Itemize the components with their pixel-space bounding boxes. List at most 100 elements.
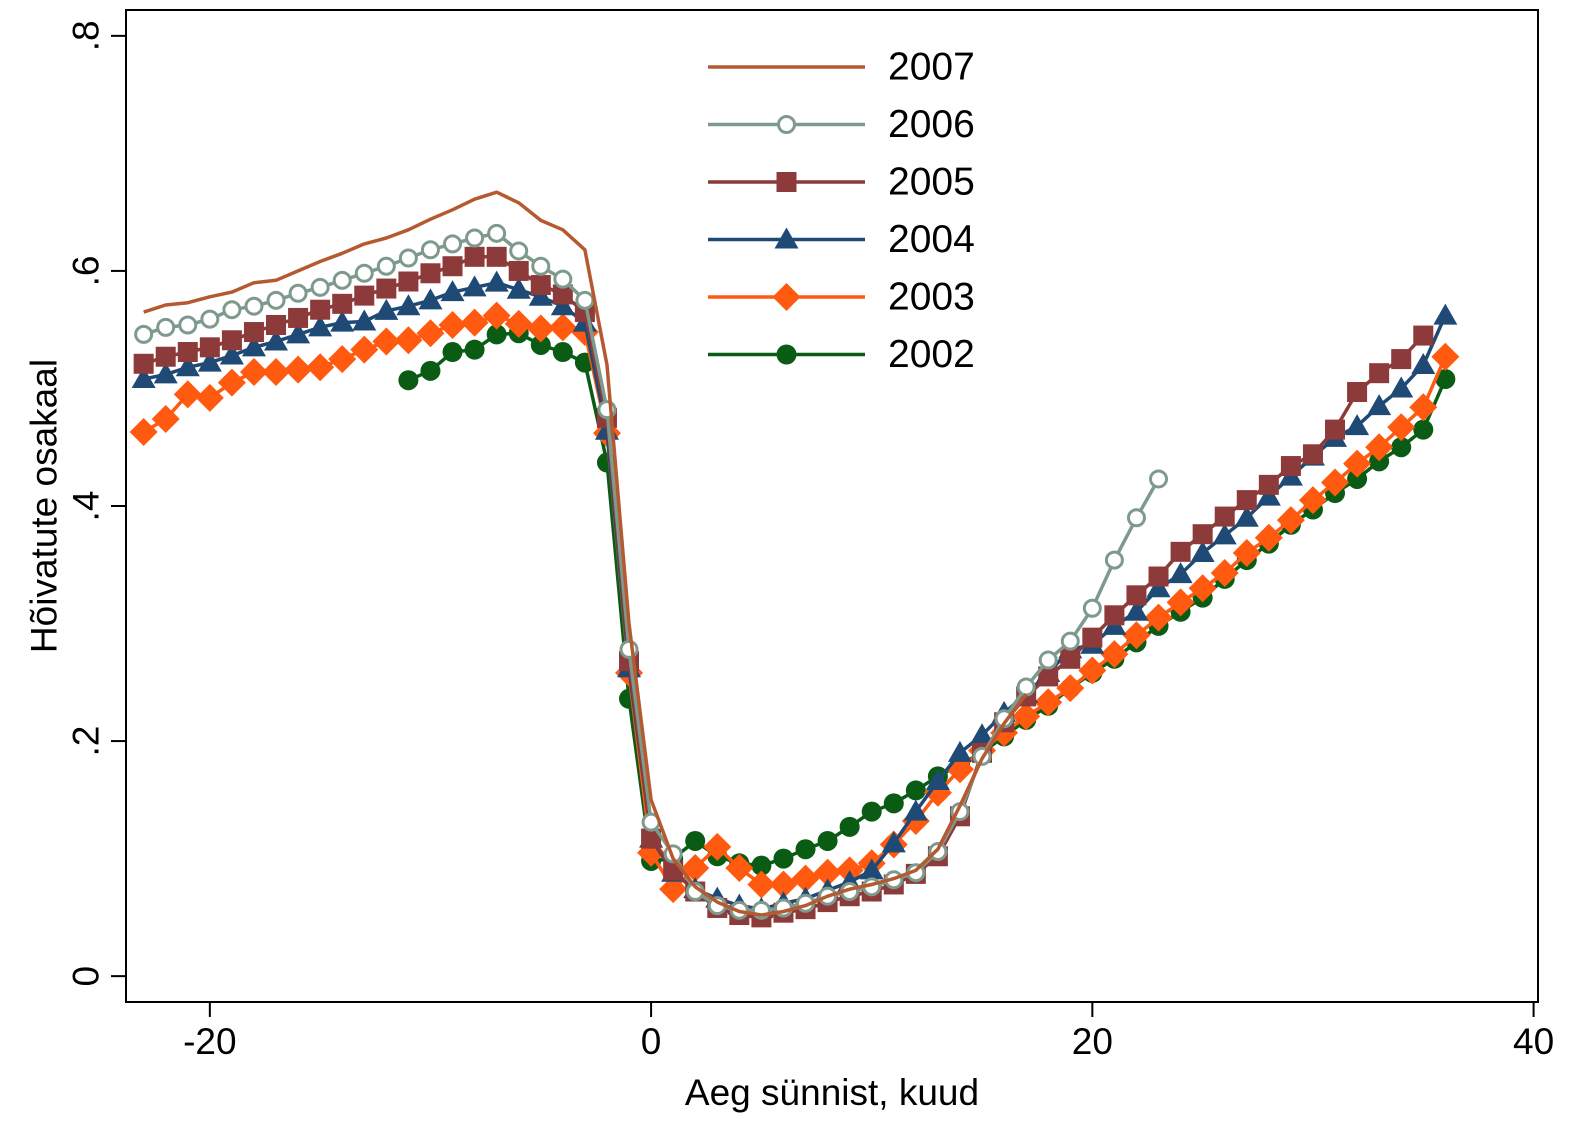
- data-point-2003: [262, 358, 291, 387]
- data-point-2004: [484, 270, 509, 292]
- data-point-2005: [1280, 456, 1301, 477]
- data-point-2002: [530, 334, 551, 355]
- data-point-2003: [416, 319, 445, 348]
- data-point-2006: [443, 234, 463, 254]
- data-point-2005: [1170, 541, 1191, 562]
- data-point-2004: [330, 310, 355, 332]
- data-point-2005: [398, 271, 419, 292]
- data-point-2006: [1104, 550, 1124, 570]
- data-point-2006: [288, 283, 308, 303]
- data-point-2004: [550, 294, 575, 316]
- data-point-2005: [1126, 585, 1147, 606]
- data-point-2002: [1435, 369, 1456, 390]
- data-point-2006: [1038, 650, 1058, 670]
- data-point-2004: [506, 277, 531, 299]
- data-point-2006: [332, 270, 352, 290]
- data-point-2003: [1144, 603, 1173, 632]
- series-line-2004: [143, 280, 1447, 911]
- legend-marker-2002: [776, 344, 797, 365]
- data-point-2004: [859, 858, 884, 880]
- data-point-2003: [328, 345, 357, 374]
- data-point-2003: [438, 310, 467, 339]
- data-point-2006: [1126, 508, 1146, 528]
- data-point-2006: [1149, 469, 1169, 489]
- data-point-2003: [1210, 558, 1239, 587]
- data-point-2005: [1325, 419, 1346, 440]
- data-point-2003: [217, 368, 246, 397]
- data-point-2003: [1321, 468, 1350, 497]
- data-point-2002: [883, 793, 904, 814]
- data-point-2003: [1100, 640, 1129, 669]
- data-point-2005: [332, 293, 353, 314]
- data-point-2003: [1387, 413, 1416, 442]
- data-point-2005: [1082, 627, 1103, 648]
- data-point-2004: [175, 355, 200, 377]
- data-point-2004: [1433, 303, 1458, 325]
- data-point-2004: [219, 343, 244, 365]
- data-point-2005: [1038, 666, 1059, 687]
- data-point-2002: [1391, 437, 1412, 458]
- data-point-2005: [1413, 325, 1434, 346]
- data-point-2003: [526, 314, 555, 343]
- data-point-2006: [222, 300, 242, 320]
- data-point-2003: [548, 313, 577, 342]
- data-point-2006: [244, 296, 264, 316]
- data-point-2003: [1056, 674, 1085, 703]
- data-point-2003: [306, 353, 335, 382]
- x-tick-label: 20: [1072, 1021, 1113, 1062]
- data-point-2006: [178, 315, 198, 335]
- data-point-2003: [1012, 702, 1041, 731]
- data-point-2003: [1166, 588, 1195, 617]
- data-point-2003: [1232, 539, 1261, 568]
- data-point-2002: [1413, 419, 1434, 440]
- data-point-2005: [133, 353, 154, 374]
- data-point-2003: [173, 380, 202, 409]
- data-point-2005: [508, 260, 529, 281]
- data-point-2003: [747, 870, 776, 899]
- data-point-2002: [464, 339, 485, 360]
- data-point-2002: [751, 855, 772, 876]
- series-2007: [143, 190, 1028, 917]
- x-tick-label: -20: [183, 1021, 236, 1062]
- x-tick-label: 40: [1513, 1021, 1554, 1062]
- data-point-2005: [1104, 605, 1125, 626]
- data-point-2003: [1122, 621, 1151, 650]
- data-point-2005: [288, 307, 309, 328]
- data-point-2005: [641, 828, 662, 849]
- data-point-2004: [925, 769, 950, 791]
- data-point-2004: [374, 298, 399, 320]
- y-tick-label: 0: [66, 966, 107, 987]
- data-point-2006: [266, 290, 286, 310]
- y-tick-label: .8: [66, 20, 107, 51]
- data-point-2004: [1124, 599, 1149, 621]
- legend-marker-2005: [776, 172, 797, 192]
- data-point-2004: [396, 294, 421, 316]
- data-point-2003: [1409, 393, 1438, 422]
- data-point-2005: [1391, 349, 1412, 370]
- data-point-2003: [659, 875, 688, 904]
- data-point-2006: [398, 248, 418, 268]
- legend-label-2007: 2007: [888, 46, 975, 89]
- data-point-2004: [1411, 352, 1436, 374]
- data-point-2003: [1188, 574, 1217, 603]
- data-point-2005: [464, 246, 485, 267]
- series-line-2003: [142, 313, 1447, 891]
- data-point-2004: [1345, 414, 1370, 436]
- data-point-2005: [221, 330, 242, 351]
- data-point-2005: [266, 314, 287, 335]
- data-point-2004: [1234, 505, 1259, 527]
- data-point-2003: [394, 326, 423, 355]
- data-point-2005: [1347, 381, 1368, 402]
- data-point-2004: [970, 723, 995, 745]
- data-point-2006: [465, 228, 485, 248]
- data-point-2006: [376, 256, 396, 276]
- data-point-2005: [1258, 474, 1279, 495]
- data-point-2005: [155, 346, 176, 367]
- data-point-2003: [1034, 688, 1063, 717]
- data-point-2005: [530, 275, 551, 296]
- data-point-2003: [1431, 342, 1460, 371]
- data-point-2006: [487, 223, 507, 243]
- data-point-2002: [1369, 451, 1390, 472]
- data-point-2002: [486, 324, 507, 345]
